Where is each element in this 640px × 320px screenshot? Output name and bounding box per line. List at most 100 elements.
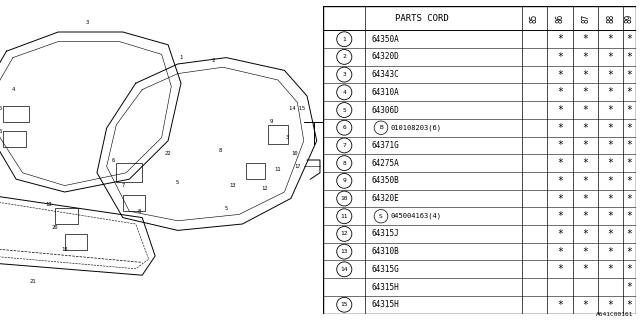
Text: *: * [607, 229, 614, 239]
Text: 64350B: 64350B [372, 176, 399, 185]
Text: 87: 87 [581, 14, 590, 23]
Text: *: * [557, 34, 563, 44]
Text: 64315H: 64315H [372, 283, 399, 292]
Text: 9: 9 [270, 119, 273, 124]
Text: 85: 85 [530, 14, 539, 23]
Text: *: * [627, 34, 632, 44]
Text: 8: 8 [342, 161, 346, 166]
Text: 7: 7 [121, 183, 124, 188]
Text: *: * [607, 105, 614, 115]
Text: *: * [607, 70, 614, 80]
Text: *: * [607, 87, 614, 97]
Text: 64310A: 64310A [372, 88, 399, 97]
Text: 9: 9 [342, 178, 346, 183]
Text: *: * [582, 194, 589, 204]
Text: 14 15: 14 15 [289, 106, 305, 111]
Text: 5: 5 [176, 180, 179, 185]
Text: 5: 5 [225, 205, 228, 211]
Text: 64371G: 64371G [372, 141, 399, 150]
Text: *: * [557, 105, 563, 115]
Text: *: * [607, 140, 614, 150]
Text: *: * [627, 140, 632, 150]
Text: 18: 18 [61, 247, 68, 252]
Bar [3, 106, 29, 122]
Bar [116, 163, 142, 182]
Text: 3: 3 [86, 20, 89, 25]
Text: *: * [627, 158, 632, 168]
Text: *: * [557, 70, 563, 80]
Text: 12: 12 [340, 231, 348, 236]
Text: *: * [607, 300, 614, 310]
Bar [65, 234, 87, 250]
Text: PARTS CORD: PARTS CORD [396, 14, 449, 23]
Text: 21: 21 [29, 279, 36, 284]
Text: *: * [582, 300, 589, 310]
Text: 10: 10 [340, 196, 348, 201]
Text: 8: 8 [218, 148, 221, 153]
Text: *: * [582, 105, 589, 115]
Text: *: * [627, 211, 632, 221]
Bar [268, 125, 287, 144]
Text: *: * [582, 176, 589, 186]
Text: 17: 17 [294, 164, 301, 169]
Text: A641C00161: A641C00161 [596, 312, 634, 317]
Text: 64315J: 64315J [372, 229, 399, 238]
Bar [3, 131, 26, 147]
Text: *: * [582, 140, 589, 150]
Text: *: * [582, 264, 589, 274]
Text: 3: 3 [286, 135, 289, 140]
Bar [123, 195, 145, 211]
Text: 8: 8 [138, 209, 141, 214]
Text: 6: 6 [342, 125, 346, 130]
Text: *: * [557, 211, 563, 221]
Text: 19: 19 [45, 202, 52, 207]
Text: 1: 1 [179, 55, 182, 60]
Text: *: * [582, 229, 589, 239]
Text: *: * [607, 176, 614, 186]
Text: *: * [582, 70, 589, 80]
Text: *: * [607, 264, 614, 274]
Text: *: * [627, 229, 632, 239]
Text: 64275A: 64275A [372, 159, 399, 168]
Text: *: * [607, 247, 614, 257]
Text: 4: 4 [342, 90, 346, 95]
Text: 3: 3 [342, 72, 346, 77]
Text: 88: 88 [606, 14, 615, 23]
Text: 20: 20 [52, 225, 58, 230]
Text: *: * [627, 176, 632, 186]
Text: *: * [607, 158, 614, 168]
Text: 010108203(6): 010108203(6) [391, 124, 442, 131]
Text: 045004163(4): 045004163(4) [391, 213, 442, 220]
Text: 13: 13 [340, 249, 348, 254]
Text: 11: 11 [340, 214, 348, 219]
Text: *: * [582, 34, 589, 44]
Text: 7: 7 [342, 143, 346, 148]
Text: 2: 2 [342, 54, 346, 60]
Text: 22: 22 [165, 151, 172, 156]
Text: *: * [607, 52, 614, 62]
Text: *: * [582, 158, 589, 168]
Text: *: * [627, 282, 632, 292]
Text: 10: 10 [291, 151, 298, 156]
Text: 11: 11 [275, 167, 281, 172]
Text: 5: 5 [0, 106, 2, 111]
Bar [55, 208, 77, 224]
Text: 1: 1 [342, 37, 346, 42]
Text: 64350A: 64350A [372, 35, 399, 44]
Text: *: * [582, 123, 589, 133]
Text: *: * [582, 52, 589, 62]
Text: *: * [557, 52, 563, 62]
Text: 64320E: 64320E [372, 194, 399, 203]
Text: *: * [627, 264, 632, 274]
Text: *: * [557, 158, 563, 168]
Text: *: * [582, 247, 589, 257]
Text: *: * [557, 176, 563, 186]
Text: *: * [627, 52, 632, 62]
Text: *: * [607, 123, 614, 133]
Text: *: * [557, 264, 563, 274]
Text: *: * [627, 123, 632, 133]
Text: 64320D: 64320D [372, 52, 399, 61]
Text: S: S [379, 214, 383, 219]
Text: *: * [607, 194, 614, 204]
Text: *: * [627, 247, 632, 257]
